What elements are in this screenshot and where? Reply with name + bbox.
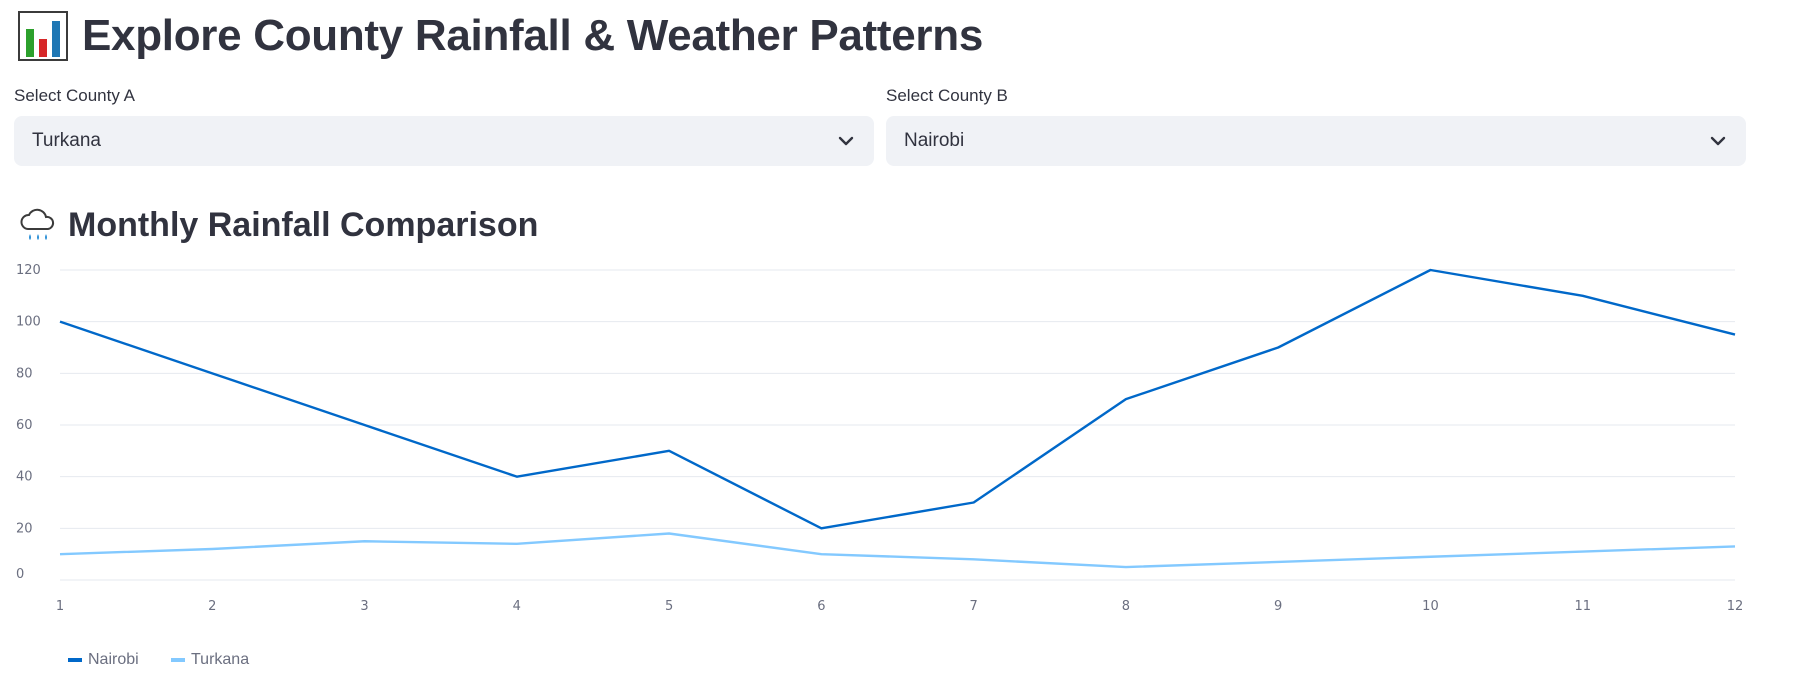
- y-tick-label: 60: [16, 418, 33, 433]
- x-tick-label: 1: [56, 599, 64, 614]
- legend-swatch-nairobi: [68, 658, 82, 662]
- county-a-label: Select County A: [14, 86, 135, 105]
- x-tick-label: 9: [1274, 599, 1282, 614]
- section-title: Monthly Rainfall Comparison: [68, 205, 539, 244]
- county-b-select[interactable]: Nairobi: [886, 116, 1746, 166]
- chevron-down-icon[interactable]: [1708, 131, 1728, 151]
- county-b-label: Select County B: [886, 86, 1008, 105]
- county-b-value: Nairobi: [904, 130, 965, 151]
- y-tick-label: 0: [16, 567, 24, 582]
- county-b-select-group: Select County B Nairobi: [886, 86, 1746, 166]
- legend-label-turkana: Turkana: [191, 651, 249, 668]
- page-title: Explore County Rainfall & Weather Patter…: [82, 11, 984, 60]
- series-line-nairobi: [59, 268, 1736, 530]
- y-tick-label: 80: [16, 366, 33, 381]
- x-tick-label: 4: [513, 599, 521, 614]
- chevron-down-icon[interactable]: [836, 131, 856, 151]
- county-a-value: Turkana: [32, 130, 101, 151]
- x-tick-label: 12: [1727, 599, 1744, 614]
- rain-cloud-icon: [20, 208, 55, 240]
- x-tick-label: 3: [360, 599, 368, 614]
- x-tick-label: 5: [665, 599, 673, 614]
- bar-chart-icon: [18, 11, 68, 61]
- county-a-select[interactable]: Turkana: [14, 116, 874, 166]
- county-a-select-group: Select County A Turkana: [14, 86, 874, 166]
- x-tick-label: 6: [817, 599, 825, 614]
- page-header: Explore County Rainfall & Weather Patter…: [18, 8, 983, 64]
- x-tick-label: 11: [1574, 599, 1591, 614]
- x-tick-label: 7: [969, 599, 977, 614]
- y-tick-label: 100: [16, 315, 41, 330]
- y-tick-label: 20: [16, 521, 33, 536]
- x-tick-label: 2: [208, 599, 216, 614]
- y-tick-label: 40: [16, 470, 33, 485]
- x-tick-label: 8: [1122, 599, 1130, 614]
- legend-swatch-turkana: [171, 658, 185, 662]
- x-tick-label: 10: [1422, 599, 1439, 614]
- legend-label-nairobi: Nairobi: [88, 651, 139, 668]
- section-header: Monthly Rainfall Comparison: [18, 202, 538, 248]
- y-tick-label: 120: [16, 263, 41, 278]
- series-line-turkana: [59, 532, 1736, 569]
